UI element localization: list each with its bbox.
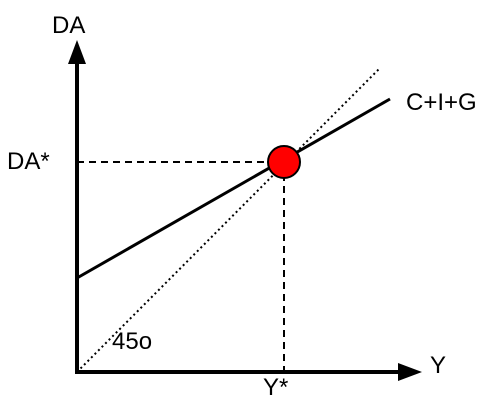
45-degree-label: 45o xyxy=(112,328,153,355)
aggregate-demand-label: C+I+G xyxy=(406,89,477,116)
x-axis-arrowhead xyxy=(398,363,422,381)
equilibrium-da-label: DA* xyxy=(7,148,50,175)
aggregate-demand-line xyxy=(76,97,391,280)
x-axis-label: Y xyxy=(430,352,447,379)
equilibrium-point xyxy=(267,145,301,179)
equilibrium-y-label: Y* xyxy=(263,374,289,401)
y-axis-arrowhead xyxy=(68,40,86,64)
45-degree-line xyxy=(76,67,381,373)
y-axis-label: DA xyxy=(52,12,86,39)
